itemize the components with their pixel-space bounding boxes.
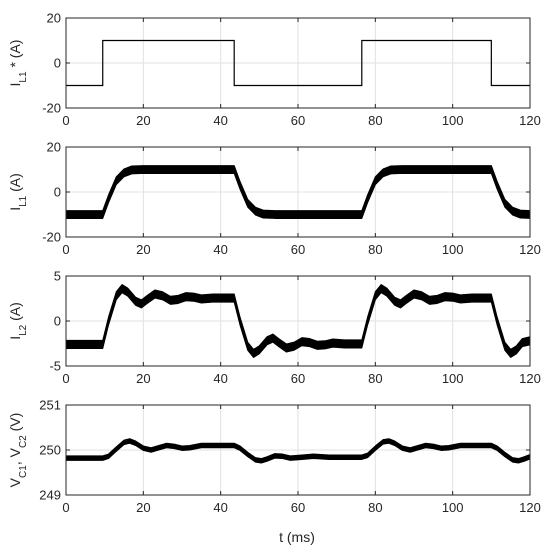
y-axis-label: IL2 (A) [7, 302, 29, 340]
y-axis-label: VC1, VC2 (V) [7, 413, 29, 488]
y-axis-label-symbol: I [7, 207, 23, 211]
x-tick-label: 80 [368, 242, 382, 257]
x-tick-label: 40 [213, 371, 227, 386]
x-tick-label: 20 [136, 500, 150, 515]
x-tick-label: 0 [62, 371, 69, 386]
x-tick-label: 0 [62, 113, 69, 128]
y-tick-label: 0 [54, 185, 61, 200]
y-tick-label: -20 [42, 101, 61, 116]
x-tick-label: 40 [213, 242, 227, 257]
y-tick-label: 251 [39, 398, 61, 413]
x-tick-label: 100 [442, 113, 464, 128]
x-tick-label: 120 [519, 113, 541, 128]
y-axis-label-symbol: I [7, 336, 23, 340]
y-axis-label-subscript: L1 [18, 195, 29, 207]
x-tick-label: 40 [213, 500, 227, 515]
y-tick-label: 0 [54, 56, 61, 71]
x-tick-label: 40 [213, 113, 227, 128]
x-tick-label: 60 [291, 500, 305, 515]
y-axis-label-part: (A) [7, 173, 23, 196]
y-tick-label: 5 [54, 269, 61, 284]
y-axis-label-subscript: C1 [18, 465, 29, 478]
y-tick-label: -20 [42, 230, 61, 245]
y-tick-label: -5 [49, 359, 61, 374]
x-tick-label: 0 [62, 500, 69, 515]
x-tick-label: 100 [442, 242, 464, 257]
x-tick-label: 100 [442, 500, 464, 515]
x-tick-label: 80 [368, 113, 382, 128]
x-axis-label: t (ms) [279, 529, 315, 545]
y-tick-label: 250 [39, 443, 61, 458]
x-tick-label: 60 [291, 113, 305, 128]
y-axis-label-symbol: V [7, 477, 23, 487]
y-tick-label: 20 [47, 140, 61, 155]
x-tick-label: 20 [136, 242, 150, 257]
y-tick-label: 249 [39, 488, 61, 503]
x-tick-label: 120 [519, 500, 541, 515]
y-axis-label-part: (V) [7, 413, 23, 436]
x-tick-label: 20 [136, 371, 150, 386]
x-tick-label: 80 [368, 500, 382, 515]
x-tick-label: 80 [368, 371, 382, 386]
y-axis-label-subscript: L1 [18, 71, 29, 83]
x-tick-label: 100 [442, 371, 464, 386]
y-tick-label: 20 [47, 11, 61, 26]
x-tick-label: 0 [62, 242, 69, 257]
x-tick-label: 60 [291, 242, 305, 257]
x-tick-label: 120 [519, 242, 541, 257]
y-axis-label-part: (A) [7, 302, 23, 325]
x-tick-label: 20 [136, 113, 150, 128]
x-tick-label: 60 [291, 371, 305, 386]
y-axis-label-subscript: L2 [18, 324, 29, 336]
y-axis-label: IL1 (A) [7, 173, 29, 211]
y-axis-label-symbol: V [7, 447, 23, 457]
y-axis-label-subscript: C2 [18, 435, 29, 448]
y-axis-label: IL1 * (A) [7, 40, 29, 87]
y-axis-label-symbol: I [7, 83, 23, 87]
x-tick-label: 120 [519, 371, 541, 386]
y-tick-label: 0 [54, 314, 61, 329]
y-axis-label-part: , [7, 457, 23, 465]
y-axis-label-part: * (A) [7, 40, 23, 72]
series-line-1 [66, 39, 530, 87]
